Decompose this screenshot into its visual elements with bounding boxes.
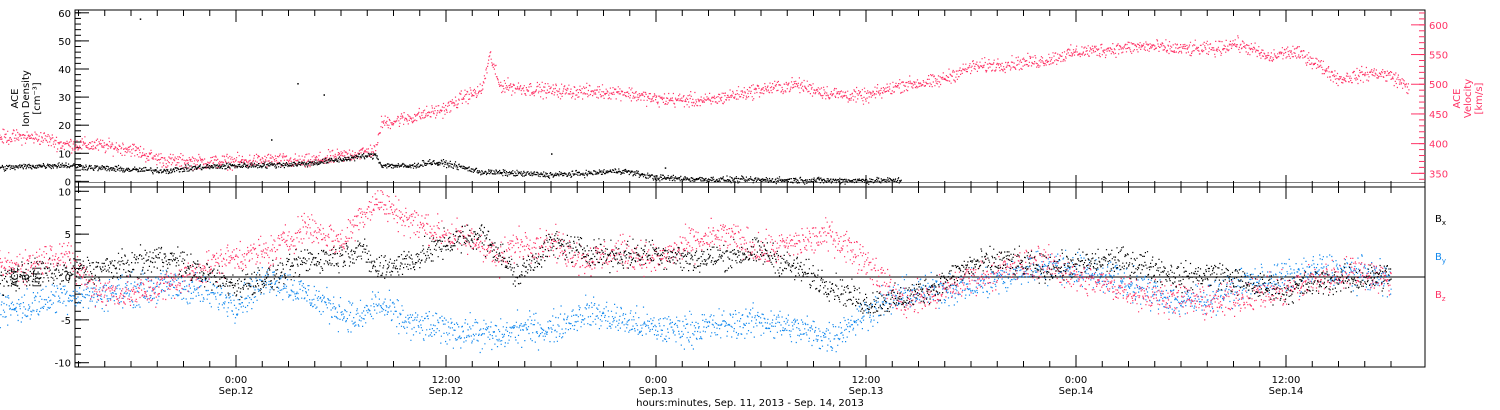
top-panel-frame — [74, 9, 1426, 188]
x-tick-time: 0:00 — [225, 375, 247, 386]
x-tick-date: Sep.13 — [639, 386, 674, 397]
x-axis-label: hours:minutes, Sep. 11, 2013 - Sep. 14, … — [636, 398, 864, 409]
density-axis-label-line: [cm⁻³] — [32, 82, 43, 114]
legend-entry-by: By — [1435, 252, 1446, 265]
x-tick-date: Sep.14 — [1059, 386, 1094, 397]
density-outlier-point — [297, 83, 299, 85]
velocity-axis-label-line: Velocity — [1463, 79, 1474, 118]
x-tick-time: 12:00 — [852, 375, 881, 386]
series-bx — [0, 224, 1392, 316]
right-tick-label: 450 — [1429, 110, 1448, 121]
x-tick-time: 0:00 — [1065, 375, 1087, 386]
right-tick-label: 350 — [1429, 169, 1448, 180]
series-bz — [0, 190, 1392, 321]
right-tick-label: 600 — [1429, 21, 1448, 32]
left-tick-label: 40 — [58, 65, 71, 76]
left-tick-label: 30 — [58, 93, 71, 104]
x-tick-date: Sep.14 — [1269, 386, 1304, 397]
left-tick-label: 20 — [58, 121, 71, 132]
left-tick-label: 0 — [65, 177, 71, 188]
legend-entry-bz: Bz — [1435, 290, 1446, 303]
b-tick-label: 0 — [65, 273, 71, 284]
b-tick-label: 5 — [65, 230, 71, 241]
right-tick-label: 400 — [1429, 140, 1448, 151]
x-tick-date: Sep.13 — [849, 386, 884, 397]
x-tick-time: 12:00 — [1272, 375, 1301, 386]
left-tick-label: 10 — [58, 149, 71, 160]
density-outlier-point — [271, 139, 273, 141]
series-bz-points — [0, 190, 1392, 321]
right-tick-label: 500 — [1429, 80, 1448, 91]
density-outlier-point — [437, 164, 439, 167]
velocity-axis-label-line: ACE — [1452, 89, 1463, 109]
left-tick-label: 60 — [58, 9, 71, 20]
x-tick-time: 0:00 — [645, 375, 667, 386]
time-axis: 0:00Sep.1212:00Sep.120:00Sep.1312:00Sep.… — [78, 10, 1392, 397]
density-series-points — [0, 153, 902, 185]
b-tick-label: 10 — [58, 187, 71, 198]
density-outlier-point — [551, 153, 553, 155]
left-tick-label: 50 — [58, 37, 71, 48]
velocity-series — [0, 35, 1410, 171]
density-axis-label-line: ACE — [10, 89, 21, 109]
density-axis-label-line: Ion Density — [21, 70, 32, 127]
x-tick-time: 12:00 — [432, 375, 461, 386]
density-outlier-point — [323, 94, 325, 96]
b-tick-label: -10 — [55, 359, 71, 370]
velocity-axis-label-line: [km/s] — [1474, 82, 1485, 114]
legend-entry-bx: Bx — [1435, 214, 1446, 227]
b-axis-label-line: ACE — [10, 267, 21, 287]
b-axis-label-line: B — [21, 273, 32, 280]
b-tick-label: -5 — [61, 316, 71, 327]
x-tick-date: Sep.12 — [219, 386, 254, 397]
density-outlier-point — [139, 18, 142, 20]
density-outlier-point — [664, 167, 667, 169]
velocity-series-points — [0, 35, 1410, 171]
x-tick-date: Sep.12 — [429, 386, 464, 397]
density-series — [0, 153, 902, 185]
right-tick-label: 550 — [1429, 51, 1448, 62]
series-bx-points — [0, 224, 1392, 316]
